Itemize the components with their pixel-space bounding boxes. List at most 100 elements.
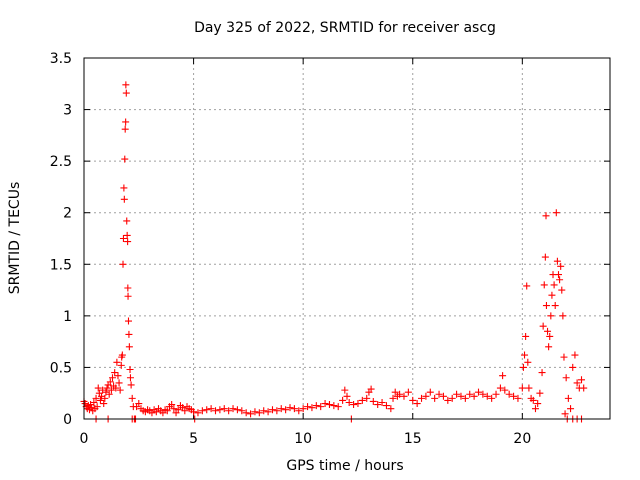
data-point xyxy=(122,118,130,126)
data-point xyxy=(562,374,570,382)
data-point xyxy=(238,407,246,415)
data-point xyxy=(247,410,255,418)
data-point xyxy=(470,392,478,400)
data-point xyxy=(207,405,215,413)
data-point xyxy=(501,386,509,394)
chart-title: Day 325 of 2022, SRMTID for receiver asc… xyxy=(194,20,496,36)
data-point xyxy=(557,262,565,270)
x-axis-ticks: 0 5 10 15 20 xyxy=(80,58,531,447)
data-point xyxy=(105,390,113,398)
y-axis-ticks: 0 0.5 1 1.5 2 2.5 3 3.5 xyxy=(50,51,610,428)
x-tick-label: 15 xyxy=(404,431,422,447)
data-point xyxy=(343,392,351,400)
data-points xyxy=(80,81,588,423)
data-point xyxy=(552,209,560,217)
data-point xyxy=(514,394,522,402)
data-point xyxy=(542,212,550,220)
data-point xyxy=(106,378,114,386)
data-point xyxy=(369,397,377,405)
data-point xyxy=(118,351,126,359)
data-point xyxy=(190,408,198,416)
data-point xyxy=(546,332,554,340)
data-point xyxy=(121,155,129,163)
y-tick-label: 1.5 xyxy=(50,257,72,273)
data-point xyxy=(521,351,529,359)
data-point xyxy=(560,353,568,361)
data-point xyxy=(304,403,312,411)
data-point xyxy=(170,405,178,413)
data-point xyxy=(431,394,439,402)
data-point xyxy=(541,253,549,261)
data-point xyxy=(111,369,119,377)
y-tick-label: 1 xyxy=(63,309,72,325)
y-tick-label: 2.5 xyxy=(50,154,72,170)
data-point xyxy=(545,343,553,351)
data-point xyxy=(499,372,507,380)
data-point xyxy=(409,396,417,404)
data-point xyxy=(350,401,358,409)
data-point xyxy=(115,379,123,387)
data-point xyxy=(540,281,548,289)
data-point xyxy=(518,384,526,392)
data-point xyxy=(387,405,395,413)
data-point xyxy=(216,406,224,414)
data-point xyxy=(282,406,290,414)
data-point xyxy=(290,405,298,413)
data-point xyxy=(229,405,237,413)
data-point xyxy=(122,89,130,97)
data-point xyxy=(400,392,408,400)
x-tick-label: 0 xyxy=(80,431,89,447)
data-point xyxy=(573,379,581,387)
data-point xyxy=(567,405,575,413)
data-point xyxy=(120,195,128,203)
data-point xyxy=(358,396,366,404)
x-tick-label: 10 xyxy=(294,431,312,447)
data-point xyxy=(389,394,397,402)
data-point xyxy=(374,401,382,409)
data-point xyxy=(578,376,586,384)
x-tick-label: 20 xyxy=(513,431,531,447)
data-point xyxy=(273,407,281,415)
data-point xyxy=(260,407,268,415)
data-point xyxy=(505,390,513,398)
data-point xyxy=(547,312,555,320)
data-point xyxy=(233,406,241,414)
data-point xyxy=(525,384,533,392)
data-point xyxy=(212,407,219,415)
data-point xyxy=(100,400,108,408)
data-point xyxy=(101,394,109,402)
data-point xyxy=(308,404,316,412)
data-point xyxy=(112,384,120,392)
y-tick-label: 3 xyxy=(63,103,72,119)
data-point xyxy=(461,394,469,402)
data-point xyxy=(163,407,171,415)
data-point xyxy=(339,396,347,404)
data-point xyxy=(479,390,487,398)
data-point xyxy=(94,384,102,392)
data-point xyxy=(126,365,134,373)
data-point xyxy=(341,386,349,394)
plot-frame xyxy=(83,57,611,420)
data-point xyxy=(542,302,550,310)
data-point xyxy=(220,405,228,413)
y-axis-label: SRMTID / TECUs xyxy=(7,182,23,295)
data-point xyxy=(268,406,276,414)
data-point xyxy=(413,400,421,408)
data-point xyxy=(404,388,412,396)
data-point xyxy=(556,276,564,284)
data-point xyxy=(396,390,404,398)
data-point xyxy=(345,398,353,406)
data-point xyxy=(354,400,362,408)
data-point xyxy=(312,402,320,410)
data-point xyxy=(119,235,127,242)
data-point xyxy=(483,392,491,400)
data-point xyxy=(317,403,325,411)
data-point xyxy=(127,381,135,389)
data-point xyxy=(559,312,567,320)
data-point xyxy=(466,390,474,398)
data-point xyxy=(539,322,547,330)
data-point xyxy=(198,407,206,415)
data-point xyxy=(382,402,390,410)
data-point xyxy=(225,407,233,415)
x-axis-label: GPS time / hours xyxy=(286,458,403,474)
